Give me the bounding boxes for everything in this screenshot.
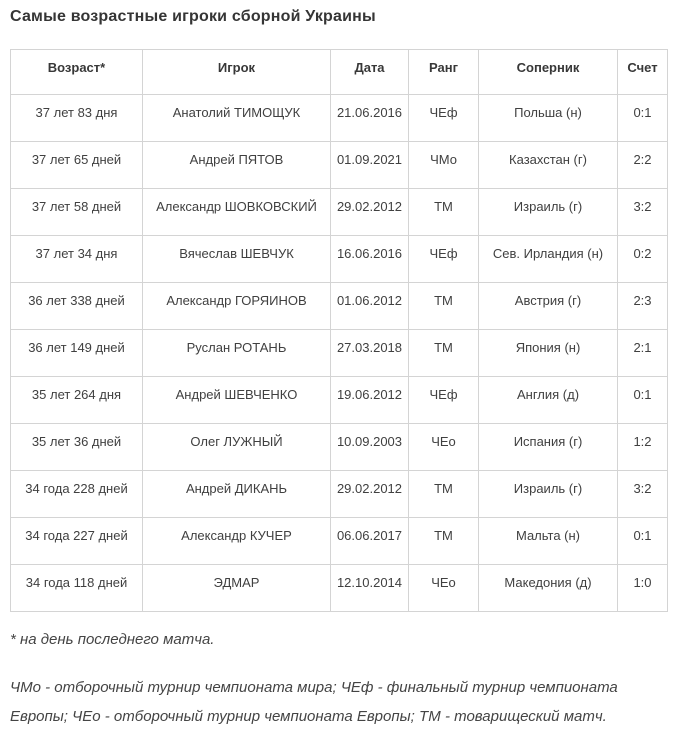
table-row: 35 лет 36 дней Олег ЛУЖНЫЙ 10.09.2003 ЧЕо Ис… [10,423,668,471]
table-cell: 2:1 [617,329,668,377]
table-cell: Андрей ШЕВЧЕНКО [142,376,331,424]
table-cell: 06.06.2017 [330,517,409,565]
table-cell: 0:1 [617,376,668,424]
table-cell: 37 лет 34 дня [10,235,143,283]
table-cell: 01.06.2012 [330,282,409,330]
table-cell: Израиль (г) [478,470,618,518]
table-cell: 12.10.2014 [330,564,409,612]
table-cell: 35 лет 36 дней [10,423,143,471]
table-cell: 21.06.2016 [330,94,409,142]
column-header: Соперник [478,49,618,95]
table-cell: Александр КУЧЕР [142,517,331,565]
table-cell: Польша (н) [478,94,618,142]
table-cell: Мальта (н) [478,517,618,565]
table-cell: 0:2 [617,235,668,283]
table-cell: 37 лет 83 дня [10,94,143,142]
table-cell: ЧЕф [408,94,479,142]
table-cell: Александр ГОРЯИНОВ [142,282,331,330]
table-cell: 27.03.2018 [330,329,409,377]
page-title: Самые возрастные игроки сборной Украины [10,8,376,25]
table-cell: Казахстан (г) [478,141,618,189]
table-header: Возраст* Игрок Дата Ранг Соперник Счет [10,49,668,95]
table-cell: 01.09.2021 [330,141,409,189]
table-row: 36 лет 338 дней Александр ГОРЯИНОВ 01.06.2… [10,282,668,330]
column-header: Дата [330,49,409,95]
table-cell: Руслан РОТАНЬ [142,329,331,377]
table-cell: 37 лет 65 дней [10,141,143,189]
table-cell: ТМ [408,188,479,236]
table-cell: 0:1 [617,94,668,142]
table-cell: 3:2 [617,470,668,518]
table-cell: ЧЕф [408,235,479,283]
table-row: 34 года 227 дней Александр КУЧЕР 06.06.201… [10,517,668,565]
table-cell: 29.02.2012 [330,188,409,236]
table-cell: 29.02.2012 [330,470,409,518]
table-cell: ЧЕф [408,376,479,424]
table-row: 34 года 228 дней Андрей ДИКАНЬ 29.02.2012 Т… [10,470,668,518]
table-cell: ТМ [408,282,479,330]
table-cell: Александр ШОВКОВСКИЙ [142,188,331,236]
oldest-players-table: Возраст* Игрок Дата Ранг Соперник Счет 37 лет… [10,49,668,612]
table-cell: Андрей ПЯТОВ [142,141,331,189]
table-row: 37 лет 34 дня Вячеслав ШЕВЧУК 16.06.2016 ЧЕ… [10,235,668,283]
table-cell: ЭДМАР [142,564,331,612]
table-cell: 1:2 [617,423,668,471]
table-cell: 2:3 [617,282,668,330]
table-cell: ТМ [408,517,479,565]
table-cell: Австрия (г) [478,282,618,330]
table-cell: 10.09.2003 [330,423,409,471]
table-cell: 2:2 [617,141,668,189]
table-header-row: Возраст* Игрок Дата Ранг Соперник Счет [10,49,668,95]
table-cell: 3:2 [617,188,668,236]
table-cell: Израиль (г) [478,188,618,236]
table-row: 34 года 118 дней ЭДМАР 12.10.2014 ЧЕо Македо… [10,564,668,612]
abbreviations-legend: ЧМо - отборочный турнир чемпионата мира;… [10,679,618,725]
table-row: 37 лет 83 дня Анатолий ТИМОЩУК 21.06.2016 Ч… [10,94,668,142]
table-cell: Анатолий ТИМОЩУК [142,94,331,142]
table-cell: 37 лет 58 дней [10,188,143,236]
table-cell: 34 года 228 дней [10,470,143,518]
table-cell: Англия (д) [478,376,618,424]
table-cell: 19.06.2012 [330,376,409,424]
table-cell: 36 лет 149 дней [10,329,143,377]
table-row: 36 лет 149 дней Руслан РОТАНЬ 27.03.2018 ТМ… [10,329,668,377]
table-cell: 16.06.2016 [330,235,409,283]
table-row: 37 лет 65 дней Андрей ПЯТОВ 01.09.2021 ЧМо К… [10,141,668,189]
table-body: 37 лет 83 дня Анатолий ТИМОЩУК 21.06.2016 Ч… [10,94,668,612]
table-cell: 36 лет 338 дней [10,282,143,330]
table-row: 35 лет 264 дня Андрей ШЕВЧЕНКО 19.06.2012 Ч… [10,376,668,424]
table-cell: ТМ [408,329,479,377]
table-cell: 1:0 [617,564,668,612]
table-cell: ЧЕо [408,564,479,612]
table-cell: Вячеслав ШЕВЧУК [142,235,331,283]
table-cell: Андрей ДИКАНЬ [142,470,331,518]
table-cell: 34 года 118 дней [10,564,143,612]
age-footnote: * на день последнего матча. [10,631,215,648]
column-header: Ранг [408,49,479,95]
table-cell: ЧМо [408,141,479,189]
table-cell: 0:1 [617,517,668,565]
table-cell: Олег ЛУЖНЫЙ [142,423,331,471]
table-cell: Испания (г) [478,423,618,471]
table-cell: Япония (н) [478,329,618,377]
column-header: Игрок [142,49,331,95]
table-cell: 34 года 227 дней [10,517,143,565]
table-cell: Сев. Ирландия (н) [478,235,618,283]
column-header: Счет [617,49,668,95]
table-cell: ЧЕо [408,423,479,471]
table-row: 37 лет 58 дней Александр ШОВКОВСКИЙ 29.02.… [10,188,668,236]
column-header: Возраст* [10,49,143,95]
table-cell: 35 лет 264 дня [10,376,143,424]
table-cell: Македония (д) [478,564,618,612]
table-cell: ТМ [408,470,479,518]
